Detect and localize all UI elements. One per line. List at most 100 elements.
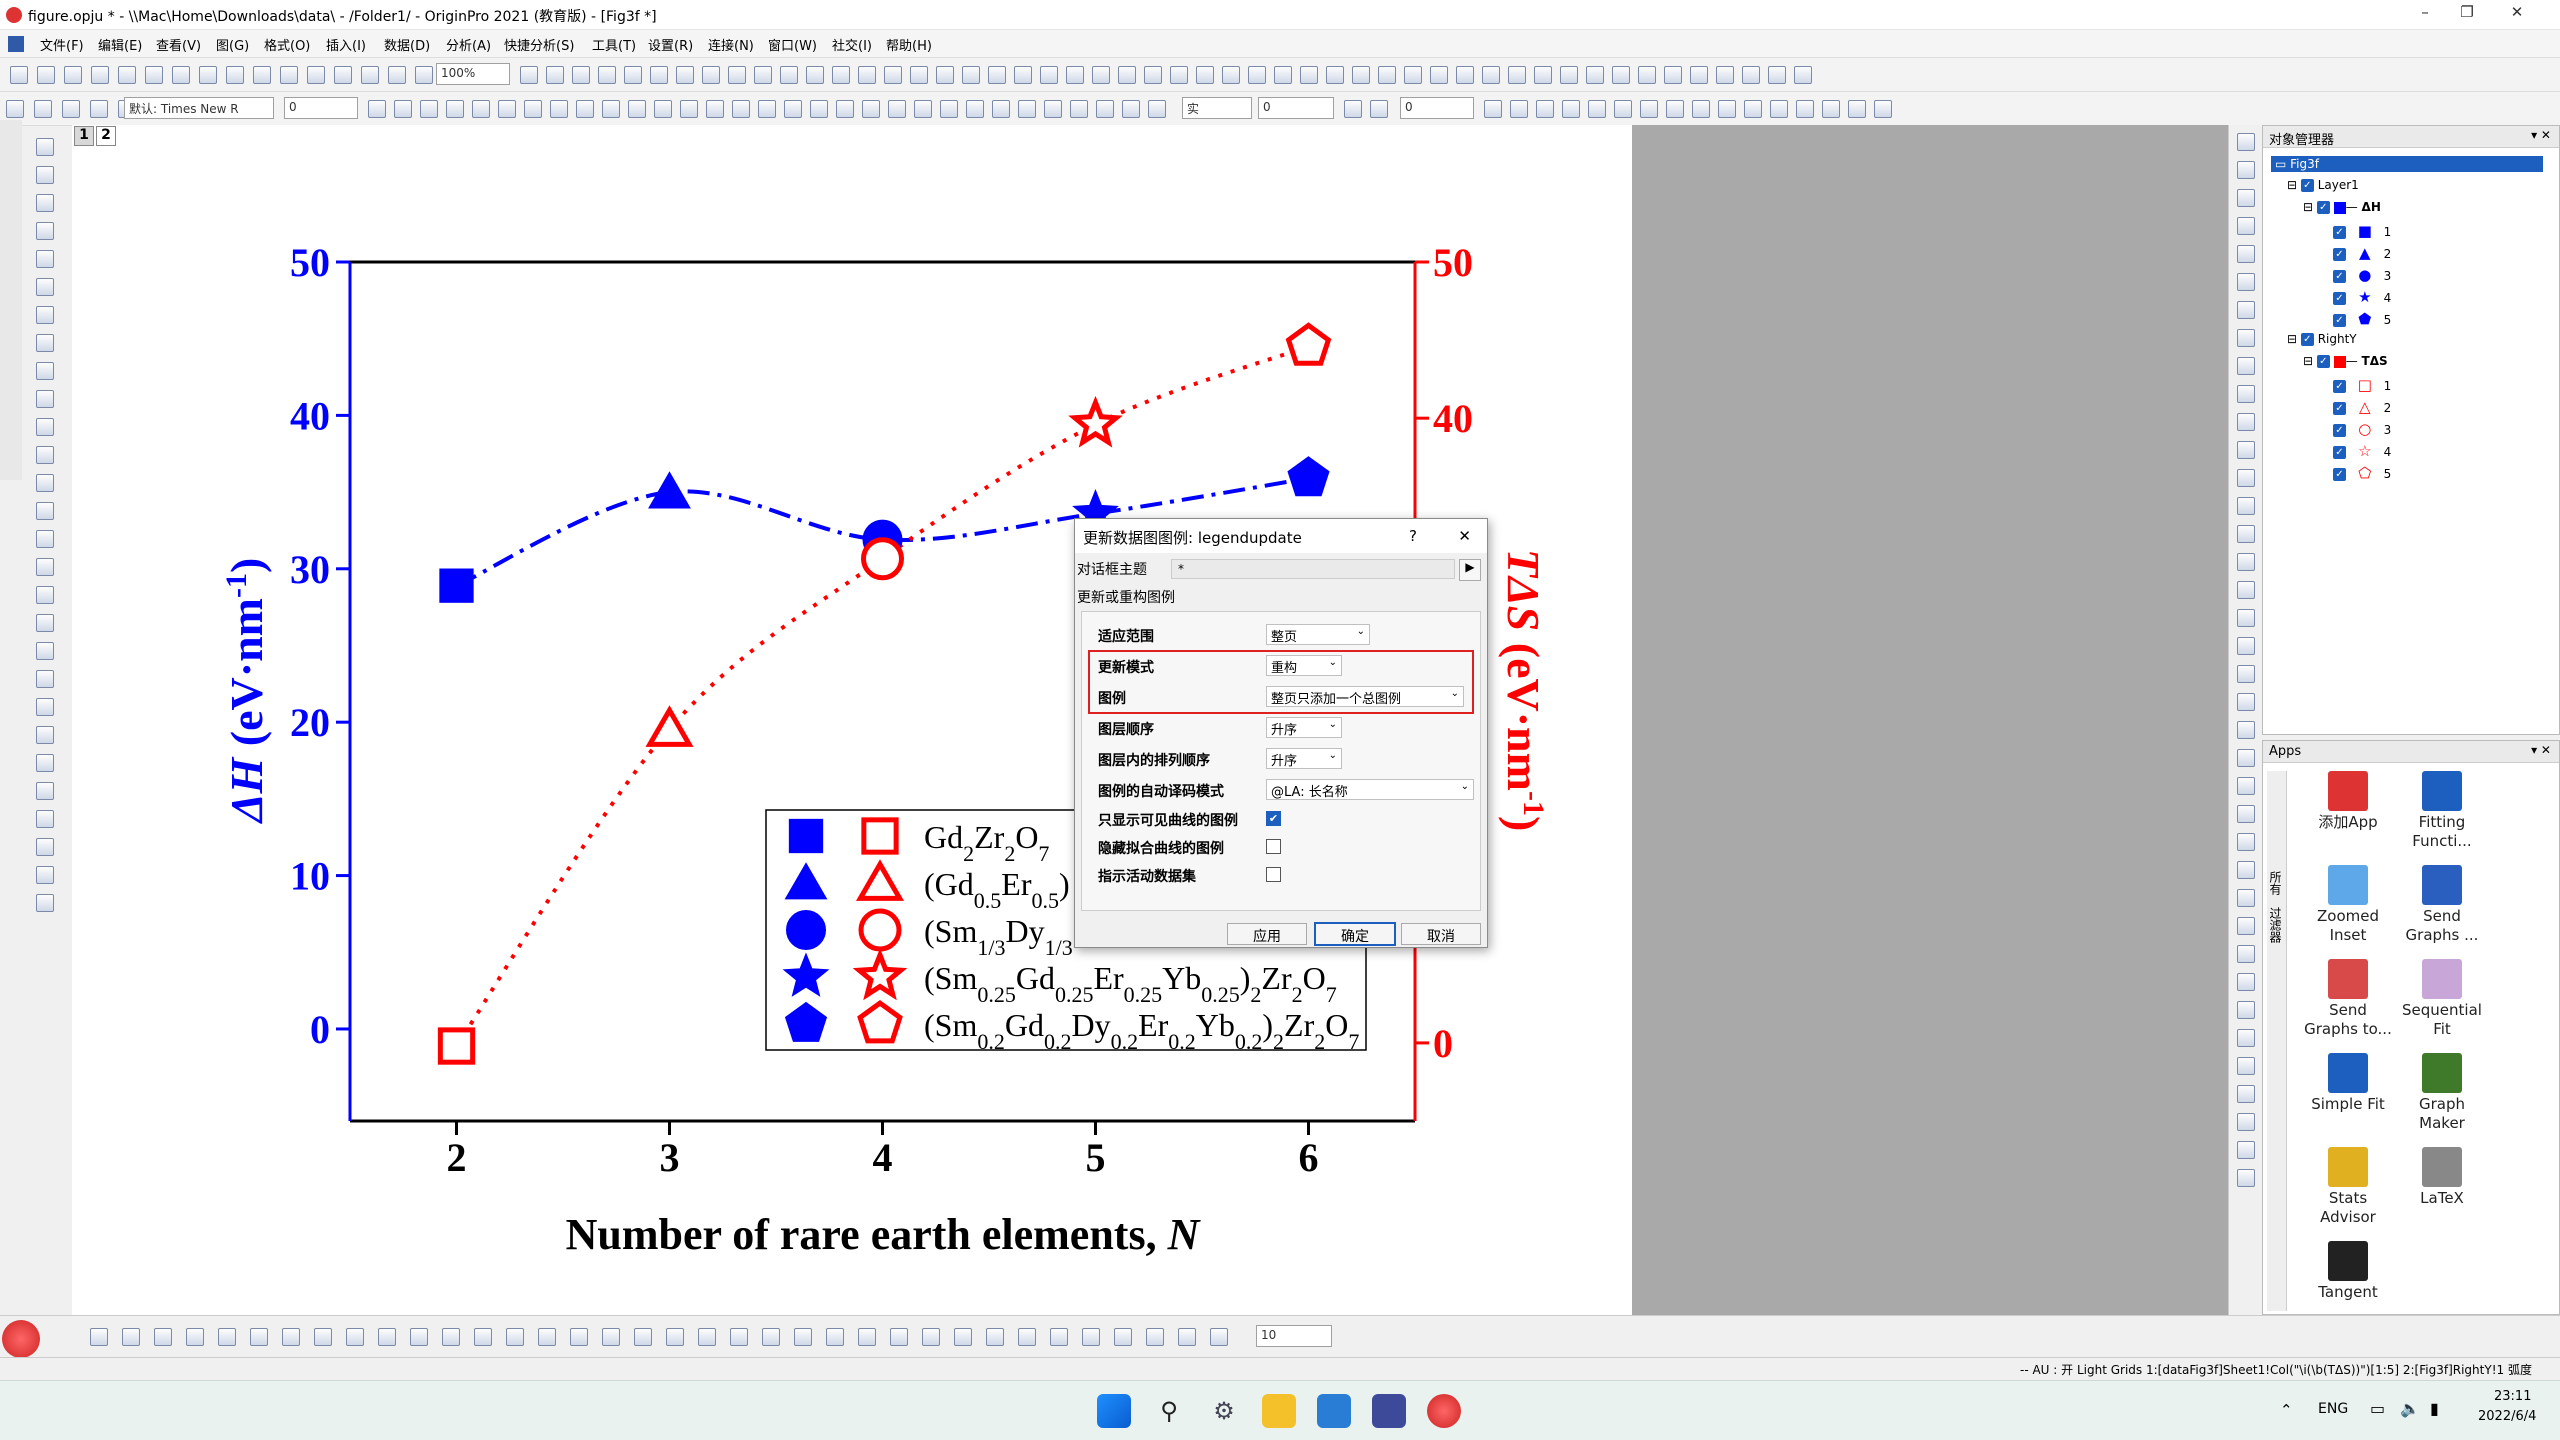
toolbar-button-icon[interactable] [1666, 100, 1684, 118]
toolbar-button-icon[interactable] [36, 222, 54, 240]
toolbar-button-icon[interactable] [36, 334, 54, 352]
tree-plot-item[interactable]: ✓ ☆ 4 [2333, 442, 2391, 460]
app-tile[interactable]: Stats Advisor [2303, 1147, 2393, 1227]
update-mode-select[interactable]: 重构 ⌄ [1266, 655, 1342, 676]
toolbar-button-icon[interactable] [1586, 66, 1604, 84]
toolbar-button-icon[interactable] [2237, 1141, 2255, 1159]
toolbar-button-icon[interactable] [90, 1328, 108, 1346]
toolbar-button-icon[interactable] [37, 66, 55, 84]
toolbar-button-icon[interactable] [1822, 100, 1840, 118]
language-indicator[interactable]: ENG [2318, 1401, 2349, 1417]
tree-plot-item[interactable]: ✓ □ 1 [2333, 376, 2391, 394]
dialog-close-icon[interactable]: ✕ [1458, 527, 1471, 545]
toolbar-button-icon[interactable] [218, 1328, 236, 1346]
toolbar-button-icon[interactable] [1640, 100, 1658, 118]
tree-plot-item[interactable]: ✓ ⬟ 5 [2333, 310, 2391, 328]
toolbar-button-icon[interactable] [1222, 66, 1240, 84]
toolbar-button-icon[interactable] [36, 698, 54, 716]
toolbar-button-icon[interactable] [346, 1328, 364, 1346]
toolbar-button-icon[interactable] [666, 1328, 684, 1346]
toolbar-button-icon[interactable] [966, 100, 984, 118]
toolbar-button-icon[interactable] [36, 642, 54, 660]
help-icon[interactable]: ? [1409, 527, 1417, 545]
toolbar-button-icon[interactable] [472, 100, 490, 118]
toolbar-button-icon[interactable] [858, 66, 876, 84]
app-tile[interactable]: Sequential Fit [2397, 959, 2487, 1039]
toolbar-button-icon[interactable] [2237, 1113, 2255, 1131]
toolbar-button-icon[interactable] [884, 66, 902, 84]
tray-chevron-icon[interactable]: ⌃ [2280, 1401, 2293, 1419]
toolbar-button-icon[interactable] [1378, 66, 1396, 84]
toolbar-button-icon[interactable] [36, 894, 54, 912]
toolbar-button-icon[interactable] [922, 1328, 940, 1346]
toolbar-button-icon[interactable] [2237, 889, 2255, 907]
toolbar-button-icon[interactable] [1018, 1328, 1036, 1346]
tree-plot-item[interactable]: ✓ ● 3 [2333, 266, 2391, 284]
toolbar-button-icon[interactable] [2237, 749, 2255, 767]
toolbar-button-icon[interactable] [1690, 66, 1708, 84]
tree-plot-item[interactable]: ✓ ○ 3 [2333, 420, 2391, 438]
toolbar-button-icon[interactable] [1248, 66, 1266, 84]
toolbar-button-icon[interactable] [36, 138, 54, 156]
toolbar-button-icon[interactable] [1588, 100, 1606, 118]
toolbar-button-icon[interactable] [250, 1328, 268, 1346]
toolbar-button-icon[interactable] [2237, 161, 2255, 179]
active-dataset-checkbox[interactable] [1266, 867, 1281, 882]
font-combo[interactable]: 默认: Times New R [124, 97, 274, 119]
app-tile[interactable]: Simple Fit [2303, 1053, 2393, 1114]
toolbar-button-icon[interactable] [654, 100, 672, 118]
toolbar-button-icon[interactable] [728, 66, 746, 84]
app-tile[interactable]: 添加App [2303, 771, 2393, 832]
toolbar-button-icon[interactable] [36, 838, 54, 856]
toolbar-button-icon[interactable] [2237, 553, 2255, 571]
app-tile[interactable]: Graph Maker [2397, 1053, 2487, 1133]
toolbar-button-icon[interactable] [1018, 100, 1036, 118]
toolbar-button-icon[interactable] [2237, 833, 2255, 851]
ok-button[interactable]: 确定 [1314, 922, 1396, 946]
layer-tab-1[interactable]: 1 [74, 126, 94, 146]
toolbar-button-icon[interactable] [334, 66, 352, 84]
toolbar-button-icon[interactable] [1742, 66, 1760, 84]
toolbar-button-icon[interactable] [762, 1328, 780, 1346]
toolbar-button-icon[interactable] [1210, 1328, 1228, 1346]
chart-app-icon[interactable] [1372, 1394, 1406, 1428]
toolbar-button-icon[interactable] [226, 66, 244, 84]
toolbar-button-icon[interactable] [806, 66, 824, 84]
start-icon[interactable] [1097, 1394, 1131, 1428]
toolbar-button-icon[interactable] [1370, 100, 1388, 118]
toolbar-button-icon[interactable] [2237, 1057, 2255, 1075]
toolbar-button-icon[interactable] [172, 66, 190, 84]
menu-preferences[interactable]: 设置(R) [648, 39, 694, 54]
toolbar-button-icon[interactable] [862, 100, 880, 118]
toolbar-button-icon[interactable] [598, 66, 616, 84]
restore-icon[interactable]: ❐ [2460, 3, 2474, 21]
toolbar-button-icon[interactable] [280, 66, 298, 84]
settings-icon[interactable]: ⚙ [1213, 1397, 1235, 1425]
tree-plot-dh[interactable]: ⊟ ✓ — ΔH [2303, 200, 2381, 214]
toolbar-button-icon[interactable] [1482, 66, 1500, 84]
toolbar-button-icon[interactable] [199, 66, 217, 84]
toolbar-button-icon[interactable] [2237, 861, 2255, 879]
toolbar-button-icon[interactable] [1508, 66, 1526, 84]
toolbar-button-icon[interactable] [1560, 66, 1578, 84]
toolbar-button-icon[interactable] [1794, 66, 1812, 84]
toolbar-button-icon[interactable] [1118, 66, 1136, 84]
toolbar-button-icon[interactable] [2237, 441, 2255, 459]
hide-fit-checkbox[interactable] [1266, 839, 1281, 854]
tree-layer1[interactable]: ⊟ ✓ Layer1 [2287, 178, 2359, 192]
toolbar-button-icon[interactable] [858, 1328, 876, 1346]
toolbar-button-icon[interactable] [2237, 273, 2255, 291]
volume-icon[interactable]: 🔈 [2400, 1399, 2420, 1418]
toolbar-button-icon[interactable] [474, 1328, 492, 1346]
menu-graph[interactable]: 图(G) [216, 39, 250, 54]
toolbar-button-icon[interactable] [36, 614, 54, 632]
network-icon[interactable]: ▭ [2370, 1399, 2386, 1418]
app-icon[interactable] [1317, 1394, 1351, 1428]
tree-page-fig3f[interactable]: ▭ Fig3f [2271, 156, 2543, 172]
toolbar-button-icon[interactable] [2237, 1029, 2255, 1047]
toolbar-button-icon[interactable] [730, 1328, 748, 1346]
toolbar-button-icon[interactable] [2237, 469, 2255, 487]
toolbar-button-icon[interactable] [2237, 637, 2255, 655]
toolbar-button-icon[interactable] [890, 1328, 908, 1346]
toolbar-button-icon[interactable] [1510, 100, 1528, 118]
